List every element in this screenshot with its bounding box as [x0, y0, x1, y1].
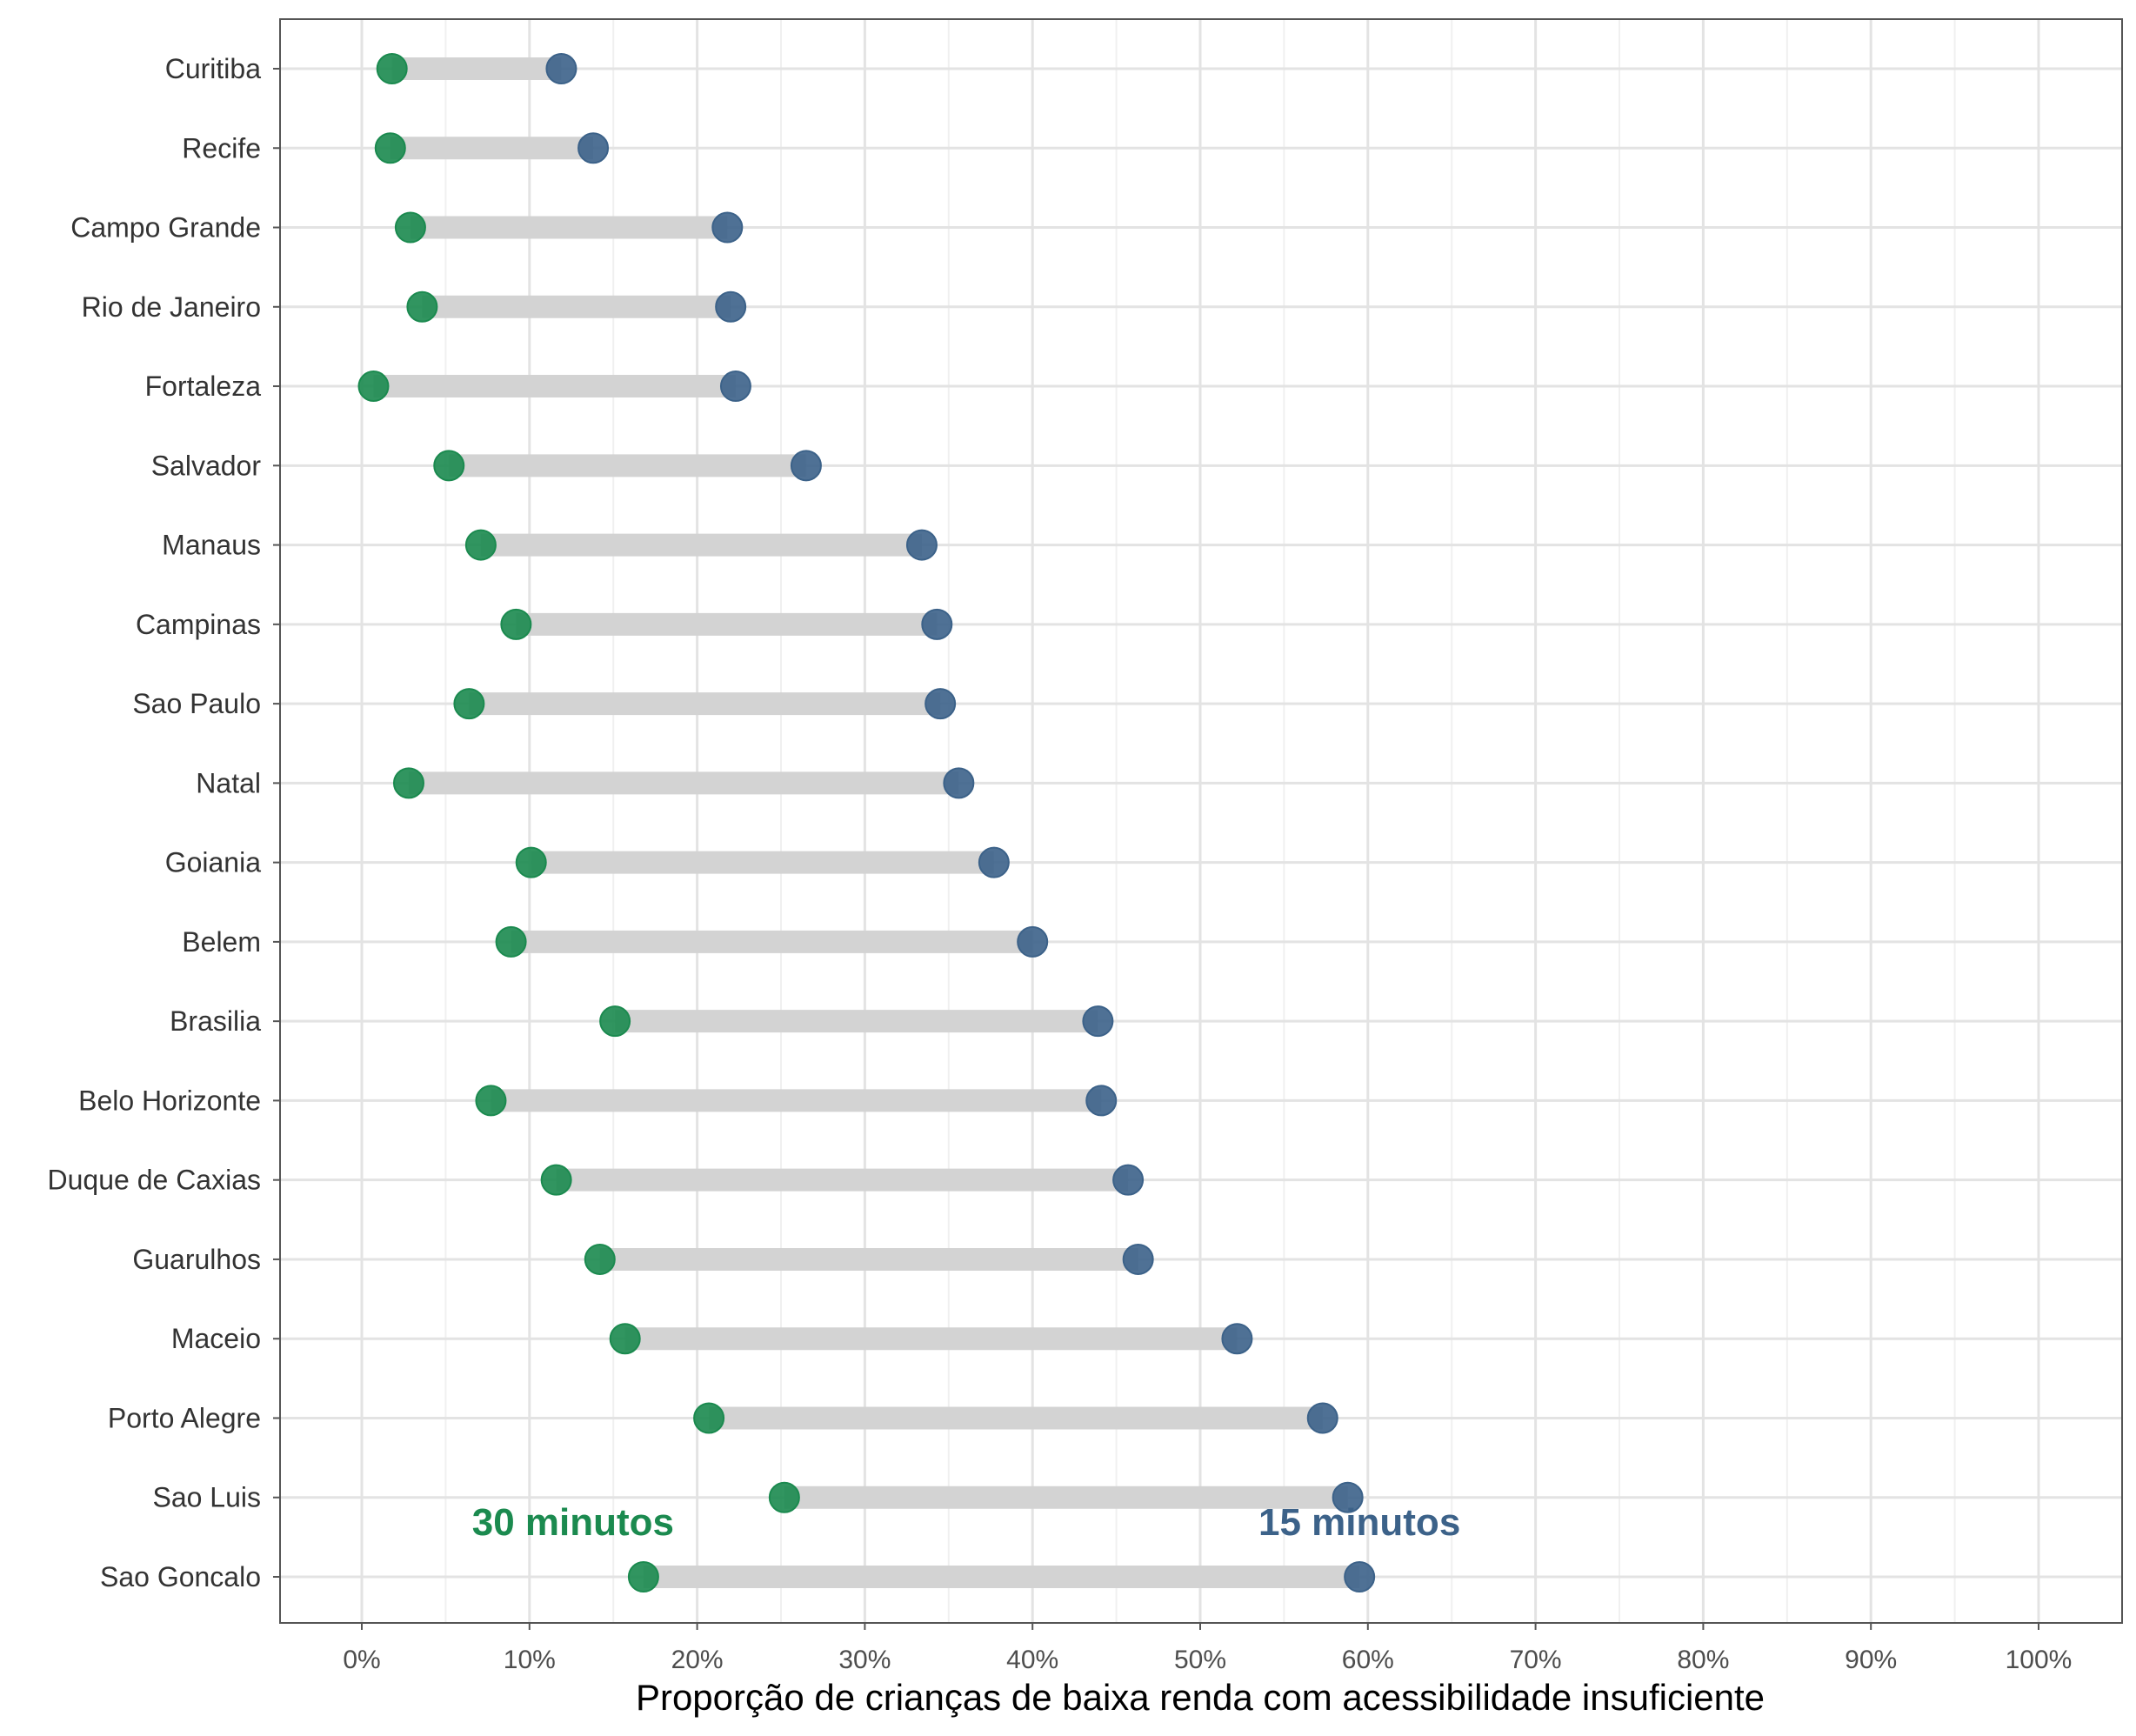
series-label-15-minutos: 15 minutos: [1258, 1501, 1460, 1544]
y-tick-label: Sao Luis: [152, 1482, 261, 1513]
minor-grid: [444, 19, 1956, 1623]
x-axis-title: Proporção de crianças de baixa renda com…: [636, 1677, 1765, 1718]
y-tick-label: Rio de Janeiro: [82, 291, 261, 323]
point-15-minutos: [1112, 1164, 1145, 1196]
y-tick-label: Brasilia: [170, 1005, 261, 1037]
y-tick-label: Sao Paulo: [132, 688, 261, 719]
y-tick-label: Campinas: [136, 609, 261, 640]
point-15-minutos: [1332, 1481, 1364, 1513]
point-30-minutos: [433, 450, 465, 482]
y-tick-label: Fortaleza: [145, 371, 262, 402]
point-30-minutos: [394, 211, 426, 244]
point-15-minutos: [719, 371, 751, 403]
x-axis-ticks: 0% 10% 20% 30% 40% 50% 60% 70% 80% 90% 100%: [343, 1623, 2072, 1674]
y-tick-label: Recife: [182, 132, 261, 164]
x-tick-label: 80%: [1677, 1646, 1729, 1674]
point-15-minutos: [715, 290, 747, 323]
point-15-minutos: [790, 450, 822, 482]
y-tick-label: Duque de Caxias: [48, 1165, 261, 1196]
point-30-minutos: [609, 1323, 641, 1355]
y-tick-label: Salvador: [151, 450, 262, 481]
point-15-minutos: [905, 529, 938, 561]
y-tick-label: Guarulhos: [132, 1244, 261, 1275]
point-30-minutos: [357, 371, 390, 403]
x-tick-label: 40%: [1006, 1646, 1058, 1674]
point-30-minutos: [693, 1402, 725, 1434]
point-30-minutos: [475, 1085, 507, 1117]
point-30-minutos: [599, 1005, 631, 1038]
point-30-minutos: [515, 846, 547, 878]
point-15-minutos: [943, 767, 975, 799]
y-tick-label: Porto Alegre: [108, 1402, 261, 1433]
point-30-minutos: [540, 1164, 572, 1196]
y-tick-label: Manaus: [162, 530, 261, 561]
x-tick-label: 0%: [343, 1646, 380, 1674]
point-30-minutos: [584, 1243, 616, 1275]
point-30-minutos: [464, 529, 497, 561]
series-label-30-minutos: 30 minutos: [472, 1501, 674, 1544]
point-15-minutos: [545, 53, 577, 84]
point-15-minutos: [1082, 1005, 1114, 1038]
point-15-minutos: [924, 688, 957, 720]
x-tick-label: 50%: [1174, 1646, 1226, 1674]
point-30-minutos: [495, 925, 527, 958]
point-15-minutos: [1344, 1561, 1376, 1592]
y-tick-label: Natal: [196, 767, 261, 798]
point-15-minutos: [1221, 1323, 1253, 1355]
x-tick-label: 20%: [671, 1646, 724, 1674]
x-tick-label: 30%: [838, 1646, 891, 1674]
point-15-minutos: [978, 846, 1010, 878]
point-30-minutos: [406, 290, 438, 323]
y-axis-labels: Curitiba Recife Campo Grande Rio de Janeiro…: [48, 53, 280, 1592]
point-15-minutos: [1017, 925, 1049, 958]
x-tick-label: 60%: [1342, 1646, 1394, 1674]
point-15-minutos: [1122, 1243, 1154, 1275]
x-tick-label: 10%: [504, 1646, 556, 1674]
point-30-minutos: [376, 53, 408, 84]
x-tick-label: 90%: [1845, 1646, 1897, 1674]
y-tick-label: Maceio: [171, 1323, 261, 1354]
y-tick-label: Belem: [182, 926, 261, 958]
point-30-minutos: [500, 608, 532, 640]
major-grid: [280, 19, 2122, 1623]
point-15-minutos: [921, 608, 953, 640]
point-15-minutos: [1306, 1402, 1338, 1434]
dumbbell-segments: [373, 57, 1360, 1588]
point-30-minutos: [392, 767, 424, 799]
y-tick-label: Belo Horizonte: [78, 1085, 261, 1116]
dumbbell-points: [357, 53, 1376, 1592]
y-tick-label: Curitiba: [165, 53, 261, 84]
point-15-minutos: [577, 132, 610, 164]
point-30-minutos: [453, 688, 485, 720]
point-15-minutos: [1085, 1085, 1118, 1117]
point-30-minutos: [627, 1561, 659, 1592]
x-tick-label: 70%: [1510, 1646, 1562, 1674]
point-30-minutos: [768, 1481, 800, 1513]
y-tick-label: Sao Goncalo: [100, 1561, 261, 1592]
y-tick-label: Goiania: [165, 847, 262, 878]
x-tick-label: 100%: [2006, 1646, 2073, 1674]
point-30-minutos: [374, 132, 406, 164]
point-15-minutos: [711, 211, 744, 244]
y-tick-label: Campo Grande: [70, 212, 261, 244]
